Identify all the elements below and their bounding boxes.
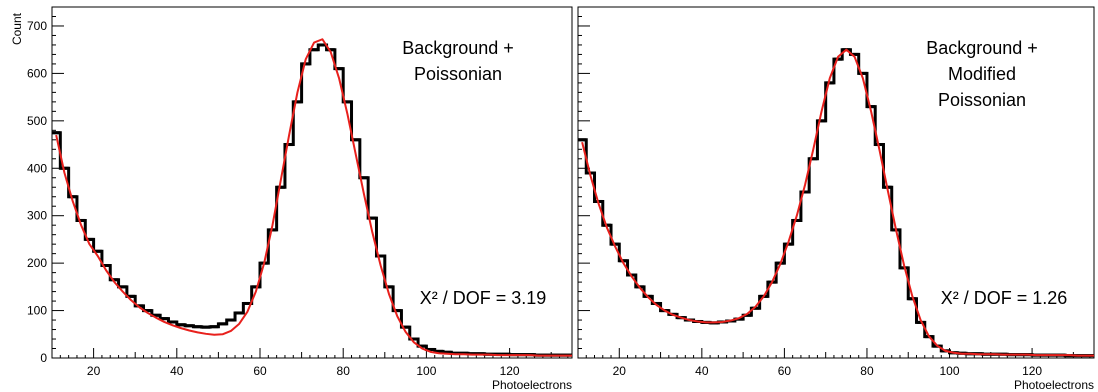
model-annotation-line: Background +	[402, 38, 514, 58]
y-axis-label: Count	[10, 12, 24, 45]
fit-curve	[581, 48, 1094, 357]
x-tick-label: 100	[416, 364, 436, 378]
y-tick-label: 100	[27, 304, 47, 318]
plot-frame	[51, 6, 573, 359]
x-tick-label: 80	[337, 364, 351, 378]
model-annotation-line: Poissonian	[414, 64, 502, 84]
y-tick-label: 200	[27, 256, 47, 270]
x-tick-label: 120	[1022, 364, 1042, 378]
y-tick-label: 400	[27, 161, 47, 175]
x-tick-label: 60	[778, 364, 792, 378]
plot-area	[52, 38, 572, 357]
y-tick-label: 0	[40, 351, 47, 365]
x-tick-label: 40	[695, 364, 709, 378]
model-annotation-line: Poissonian	[938, 90, 1026, 110]
histogram-outline	[52, 43, 572, 357]
x-axis-label: Photoelectrons	[492, 378, 572, 392]
plot-area	[578, 48, 1094, 358]
x-axis-label: Photoelectrons	[1014, 378, 1094, 392]
histogram-series	[52, 43, 572, 357]
x-tick-label: 20	[87, 364, 101, 378]
plot-frame	[577, 6, 1095, 359]
panel-1: 20 40 60 80 100 120 0 100 200 300 400 500 600 700Coun…	[10, 6, 573, 392]
y-tick-label: 700	[27, 19, 47, 33]
y-tick-label: 500	[27, 114, 47, 128]
model-annotation-line: Modified	[948, 64, 1016, 84]
x-tick-label: 40	[170, 364, 184, 378]
y-tick-label: 300	[27, 209, 47, 223]
chi2-annotation: X² / DOF = 3.19	[420, 288, 547, 308]
x-tick-label: 100	[940, 364, 960, 378]
x-tick-label: 60	[253, 364, 267, 378]
x-tick-label: 80	[860, 364, 874, 378]
chi2-annotation: X² / DOF = 1.26	[941, 288, 1068, 308]
model-annotation-line: Background +	[926, 38, 1038, 58]
fit-curve	[55, 38, 572, 357]
x-tick-label: 20	[613, 364, 627, 378]
x-tick-label: 120	[500, 364, 520, 378]
y-tick-label: 600	[27, 66, 47, 80]
